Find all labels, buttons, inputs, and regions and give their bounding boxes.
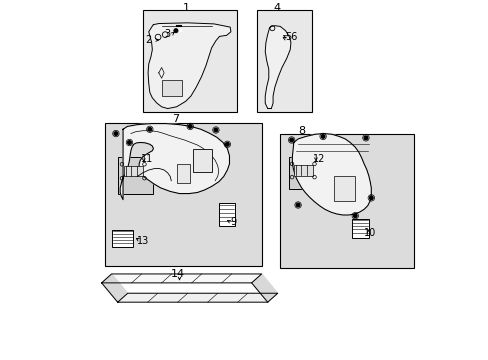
Circle shape xyxy=(148,127,151,131)
Text: 11: 11 xyxy=(141,154,153,163)
Circle shape xyxy=(321,135,324,138)
Bar xyxy=(280,134,413,267)
Bar xyxy=(218,203,234,226)
Polygon shape xyxy=(102,274,127,302)
Bar xyxy=(105,123,262,266)
Text: 2: 2 xyxy=(145,35,152,45)
Bar xyxy=(257,10,312,112)
Text: 1: 1 xyxy=(183,3,190,13)
Circle shape xyxy=(188,125,192,128)
Bar xyxy=(333,176,354,202)
Polygon shape xyxy=(292,134,370,215)
Circle shape xyxy=(369,196,372,200)
Circle shape xyxy=(173,28,178,33)
Polygon shape xyxy=(264,26,290,109)
Bar xyxy=(118,157,153,194)
Text: 8: 8 xyxy=(298,126,305,136)
Bar xyxy=(112,230,133,247)
Bar xyxy=(123,166,143,176)
Bar xyxy=(288,157,324,189)
Bar xyxy=(142,10,237,112)
Bar xyxy=(176,164,190,183)
Bar xyxy=(192,149,212,172)
Polygon shape xyxy=(251,274,277,302)
Circle shape xyxy=(225,143,229,146)
Circle shape xyxy=(289,138,293,142)
Bar xyxy=(351,219,368,238)
Circle shape xyxy=(114,132,118,135)
Polygon shape xyxy=(118,293,277,302)
Circle shape xyxy=(179,29,182,32)
Circle shape xyxy=(364,136,367,140)
Text: 56: 56 xyxy=(284,32,297,42)
Polygon shape xyxy=(102,274,261,283)
Circle shape xyxy=(296,203,299,207)
Bar xyxy=(293,165,313,176)
Circle shape xyxy=(127,141,131,144)
Text: 7: 7 xyxy=(172,114,179,124)
Text: 13: 13 xyxy=(136,236,148,246)
Polygon shape xyxy=(120,123,229,200)
Text: 12: 12 xyxy=(313,154,325,163)
Polygon shape xyxy=(148,23,230,109)
Text: 3: 3 xyxy=(164,29,170,39)
Text: 10: 10 xyxy=(364,228,376,238)
Text: 14: 14 xyxy=(170,269,184,279)
Text: 4: 4 xyxy=(272,3,280,13)
Circle shape xyxy=(214,128,217,132)
Bar xyxy=(162,80,182,96)
Text: 9: 9 xyxy=(230,217,236,227)
Circle shape xyxy=(353,214,356,217)
